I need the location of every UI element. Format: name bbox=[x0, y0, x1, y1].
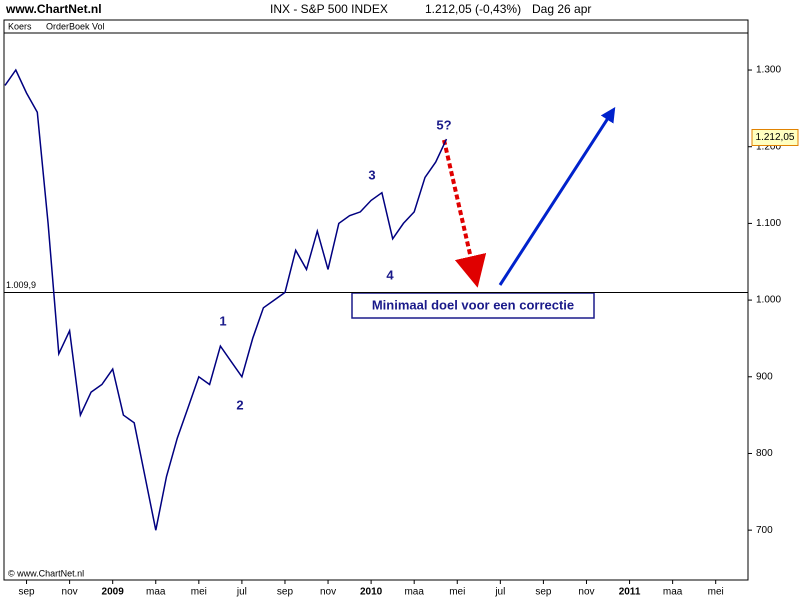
reference-label: 1.009,9 bbox=[6, 280, 36, 290]
last-value-label: 1.212,05 bbox=[756, 132, 795, 143]
x-tick-label: mei bbox=[449, 587, 465, 598]
annotation-box bbox=[351, 292, 595, 319]
y-tick-label: 800 bbox=[756, 448, 773, 459]
wave-label: 4 bbox=[386, 267, 394, 282]
date-label: Dag 26 apr bbox=[532, 2, 591, 16]
annotation: Minimaal doel voor een correctie bbox=[372, 297, 574, 312]
x-tick-label: 2010 bbox=[360, 587, 383, 598]
x-tick-label: maa bbox=[404, 587, 424, 598]
x-tick-label: 2011 bbox=[619, 587, 641, 598]
y-tick-label: 1.000 bbox=[756, 295, 781, 306]
x-tick-label: jul bbox=[236, 587, 247, 598]
y-tick-label: 900 bbox=[756, 371, 773, 382]
x-tick-label: mei bbox=[708, 587, 724, 598]
last-label: 1.212,05 (-0,43%) bbox=[425, 2, 521, 16]
panel-label: Koers bbox=[8, 21, 32, 31]
wave-label: 3 bbox=[368, 167, 375, 182]
x-tick-label: nov bbox=[320, 587, 336, 598]
panel-label: OrderBoek Vol bbox=[46, 21, 105, 31]
x-tick-label: sep bbox=[277, 587, 294, 598]
x-tick-label: sep bbox=[535, 587, 552, 598]
y-tick-label: 1.200 bbox=[756, 141, 781, 152]
x-tick-label: sep bbox=[18, 587, 35, 598]
x-tick-label: maa bbox=[146, 587, 166, 598]
price-line bbox=[4, 68, 448, 531]
blue-arrow bbox=[498, 106, 616, 286]
x-tick-label: nov bbox=[578, 587, 594, 598]
wave-label: 1 bbox=[219, 313, 226, 328]
x-tick-label: maa bbox=[663, 587, 683, 598]
x-tick-label: 2009 bbox=[102, 587, 125, 598]
last-value-tag bbox=[751, 128, 799, 146]
chart-title: INX - S&P 500 INDEX bbox=[270, 2, 388, 16]
y-tick-label: 1.300 bbox=[756, 65, 781, 76]
wave-label: 5? bbox=[436, 117, 451, 132]
x-tick-label: nov bbox=[62, 587, 78, 598]
x-tick-label: mei bbox=[191, 587, 207, 598]
y-tick-label: 700 bbox=[756, 525, 773, 536]
wave-label: 2 bbox=[236, 397, 243, 412]
site: www.ChartNet.nl bbox=[5, 2, 102, 16]
red-arrow bbox=[442, 139, 487, 288]
footer: © www.ChartNet.nl bbox=[8, 568, 84, 578]
y-tick-label: 1.100 bbox=[756, 218, 781, 229]
x-tick-label: jul bbox=[494, 587, 505, 598]
